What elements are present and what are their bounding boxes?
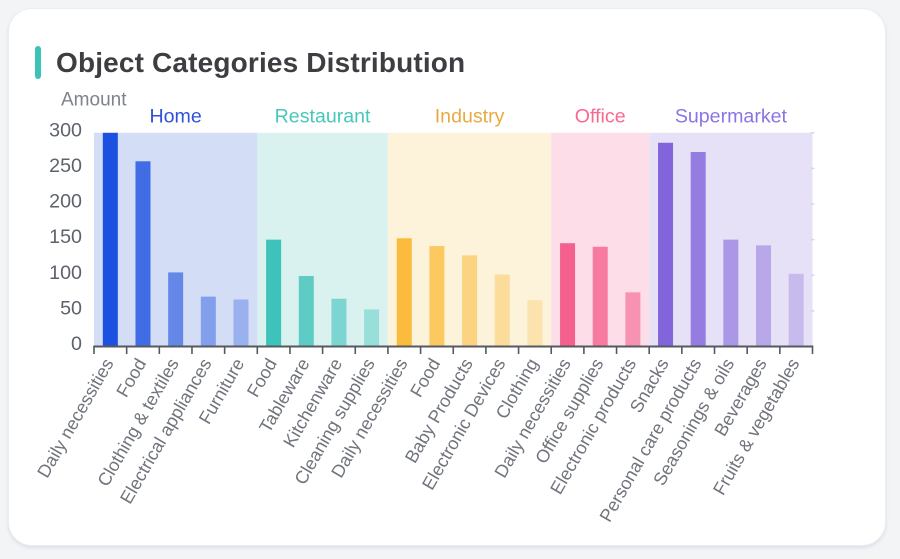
svg-text:Supermarket: Supermarket [675,106,788,128]
svg-text:150: 150 [49,226,82,248]
svg-text:0: 0 [71,333,82,355]
svg-text:Home: Home [149,106,201,128]
svg-text:Office: Office [575,106,626,128]
svg-text:Amount: Amount [61,90,127,111]
svg-text:Restaurant: Restaurant [275,106,371,128]
svg-text:250: 250 [49,155,82,177]
svg-text:100: 100 [49,262,82,284]
svg-text:50: 50 [60,297,82,319]
svg-text:300: 300 [49,119,82,141]
svg-text:Industry: Industry [435,106,505,128]
svg-text:200: 200 [49,191,82,213]
